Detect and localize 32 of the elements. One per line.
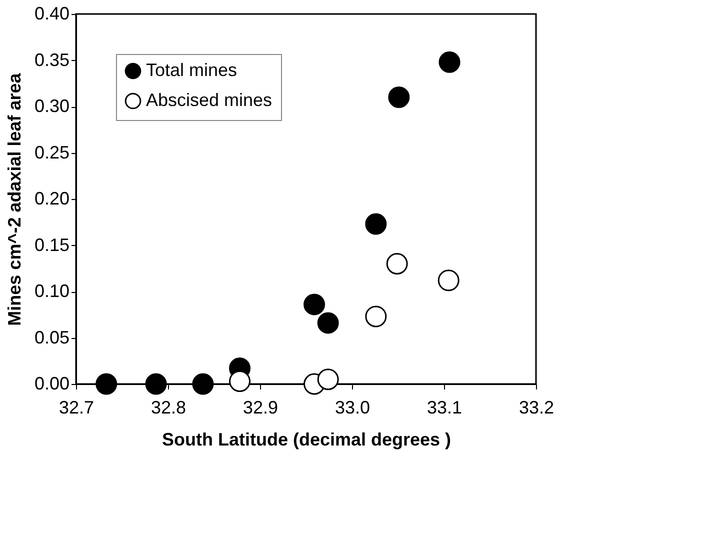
point (96, 373, 118, 395)
point (365, 306, 387, 328)
y-tick-label: 0.25 (34, 142, 70, 162)
point (386, 253, 408, 274)
x-tick-label: 33.2 (518, 398, 554, 418)
point (229, 370, 251, 392)
x-tick-label: 32.7 (58, 398, 94, 418)
point (304, 294, 326, 316)
y-axis-title: Mines cm^-2 adaxial leaf area (4, 72, 24, 326)
y-tick-label: 0.30 (34, 96, 70, 116)
point (438, 270, 460, 292)
y-tick-label: 0.40 (34, 4, 70, 24)
y-tick-label: 0.05 (34, 327, 70, 348)
x-tick-label: 33.1 (426, 398, 462, 418)
point (192, 373, 214, 395)
point (388, 86, 410, 108)
x-tick-label: 32.9 (242, 398, 278, 418)
legend-label: Abscised mines (146, 90, 272, 110)
point (365, 213, 387, 235)
point (317, 368, 339, 390)
y-tick-label: 0.20 (34, 188, 70, 208)
y-tick-label: 0.00 (34, 374, 70, 394)
y-tick-label: 0.10 (34, 281, 70, 301)
legend-label: Total mines (146, 60, 238, 80)
point (438, 51, 460, 73)
y-tick-label: 0.15 (34, 234, 70, 255)
point (145, 373, 167, 395)
point (317, 312, 339, 334)
x-axis-title: South Latitude (decimal degrees ) (162, 430, 452, 450)
y-tick-label: 0.35 (34, 50, 70, 70)
x-tick-label: 32.8 (150, 398, 186, 418)
x-tick-label: 33.0 (334, 398, 370, 418)
